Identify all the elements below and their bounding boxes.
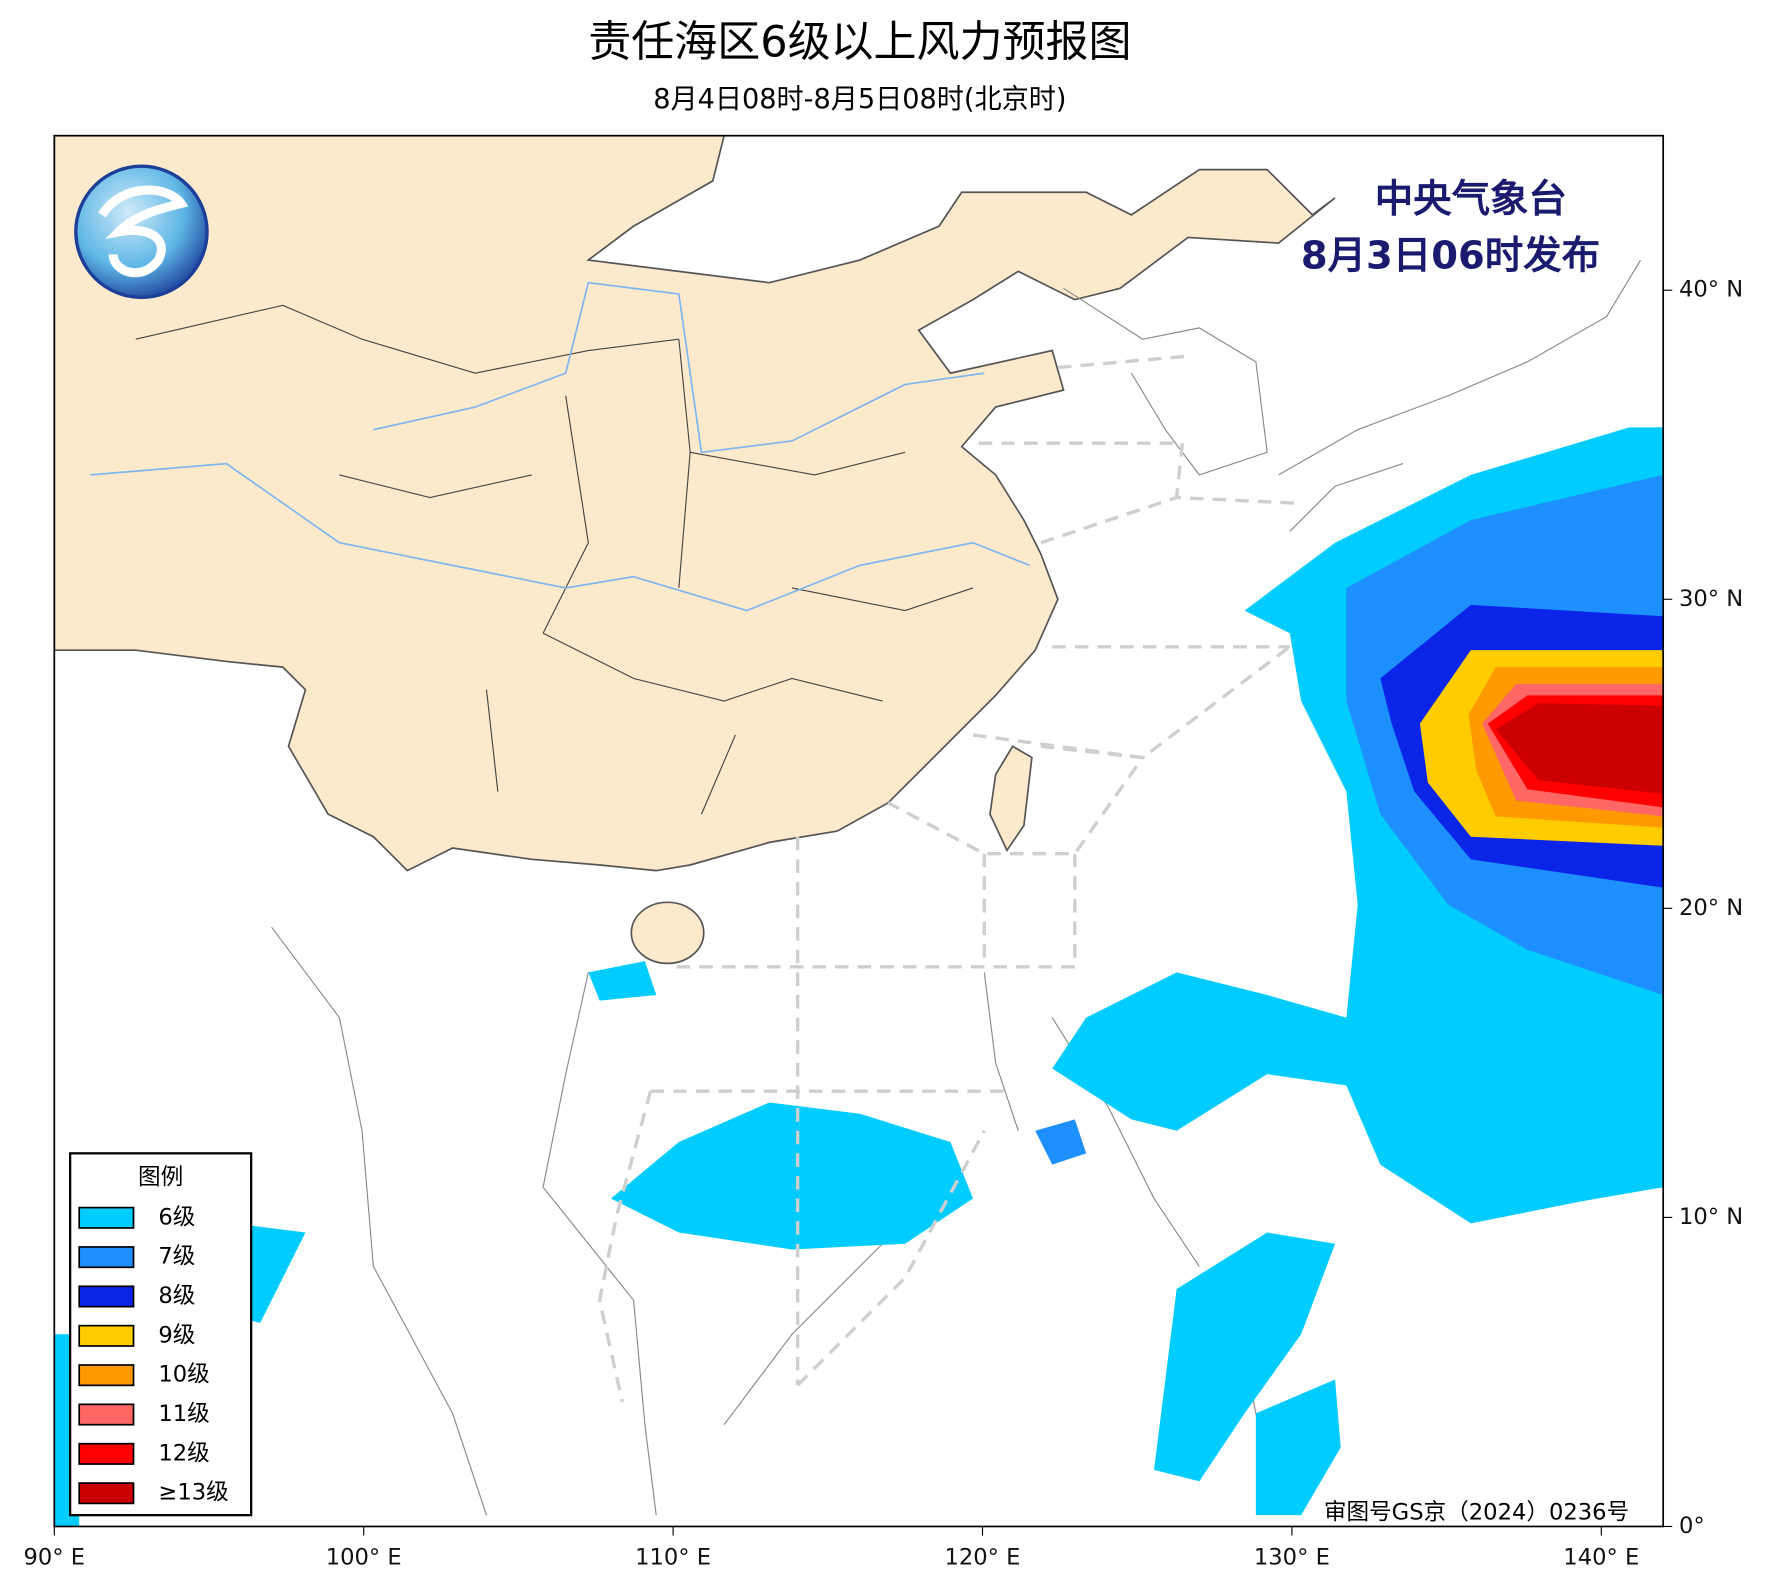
title: 责任海区6级以上风力预报图 (588, 18, 1131, 68)
wind-zone (1035, 1119, 1087, 1165)
x-tick-label: 100° E (326, 1545, 402, 1571)
subtitle: 8月4日08时-8月5日08时(北京时) (653, 84, 1066, 115)
legend-swatch (78, 1246, 135, 1269)
legend-label: 6级 (158, 1204, 195, 1230)
map-frame (53, 134, 1665, 1528)
legend-label: 9级 (158, 1322, 195, 1348)
x-tick-label: 90° E (24, 1545, 86, 1571)
province-lines (135, 304, 974, 815)
legend-swatch (78, 1285, 135, 1308)
legend-label: ≥13级 (158, 1480, 228, 1506)
approval-number: 审图号GS京（2024）0236号 (1324, 1499, 1629, 1525)
legend: 图例 6级 7级 8级 9级 10级 11级 12级 ≥13级 (69, 1152, 253, 1517)
coastlines (271, 259, 1642, 1516)
legend-label: 12级 (158, 1440, 209, 1466)
wind-zone (588, 961, 657, 1001)
x-tick-label: 140° E (1563, 1545, 1639, 1571)
legend-swatch (78, 1403, 135, 1426)
map-area (54, 135, 1664, 1527)
x-tick-label: 130° E (1254, 1545, 1330, 1571)
hainan (630, 901, 705, 965)
wind-zones (54, 427, 1664, 1527)
y-tick-label: 0° (1679, 1513, 1705, 1539)
legend-label: 11级 (158, 1401, 209, 1427)
logo (74, 164, 209, 300)
wind-zone (1495, 703, 1664, 794)
y-tick-label: 10° N (1679, 1204, 1743, 1230)
sea-area-boundaries (597, 354, 1296, 1403)
wind-zone (1154, 1232, 1336, 1482)
legend-swatch (78, 1324, 135, 1347)
china-land (54, 135, 1336, 872)
legend-swatch (78, 1206, 135, 1229)
issue-time: 8月3日06时发布 (1301, 233, 1600, 278)
y-tick-label: 40° N (1679, 277, 1743, 303)
rivers (90, 281, 1030, 612)
legend-swatch (78, 1482, 135, 1505)
legend-label: 8级 (158, 1283, 195, 1309)
x-tick-label: 120° E (945, 1545, 1021, 1571)
y-tick-label: 30° N (1679, 586, 1743, 612)
legend-label: 10级 (158, 1362, 209, 1388)
taiwan (989, 745, 1033, 853)
legend-swatch (78, 1442, 135, 1465)
wind-zone (1255, 1379, 1341, 1516)
legend-title: 图例 (138, 1165, 183, 1191)
wind-zone (610, 1102, 974, 1250)
legend-swatch (78, 1364, 135, 1387)
publisher: 中央气象台 (1375, 177, 1567, 222)
x-tick-label: 110° E (635, 1545, 711, 1571)
y-tick-label: 20° N (1679, 895, 1743, 921)
legend-label: 7级 (158, 1244, 195, 1270)
